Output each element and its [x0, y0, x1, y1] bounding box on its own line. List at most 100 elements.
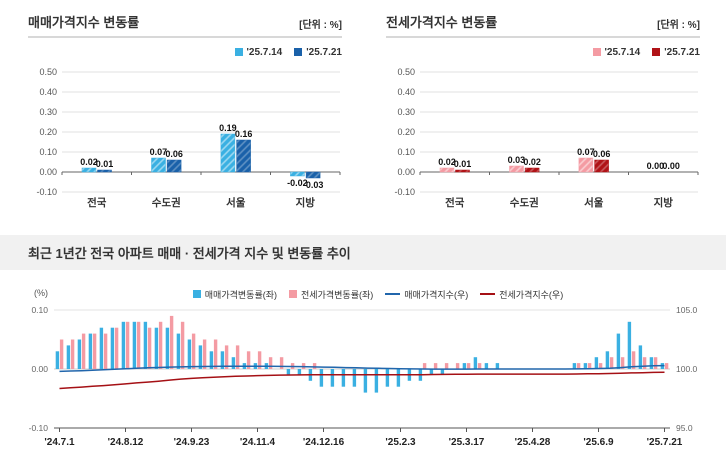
- axis-ticks: [61, 172, 341, 175]
- category-label: 전국: [445, 196, 465, 209]
- trend-legend: 매매가격변동률(좌) 전세가격변동률(좌) 매매가격지수(우) 전세가격지수(우): [70, 288, 686, 300]
- bar-value-label: 0.00: [647, 161, 665, 171]
- legend-item: '25.7.21: [294, 47, 342, 58]
- legend-label: '25.7.14: [246, 46, 283, 58]
- legend-item: '25.7.14: [234, 46, 283, 58]
- svg-text:-0.10: -0.10: [36, 187, 57, 197]
- bar-0-0: [81, 167, 97, 173]
- bar-value-label: -0.03: [303, 180, 324, 190]
- svg-text:'25.3.17: '25.3.17: [449, 437, 485, 448]
- legend-swatch: [192, 290, 201, 298]
- category-label: 수도권: [152, 197, 181, 209]
- bar-1-1: [524, 167, 540, 173]
- bar-value-label: 0.01: [454, 159, 472, 169]
- bar-1-3: [305, 171, 321, 179]
- sales-unit-label: [단위 : %]: [299, 20, 342, 31]
- svg-text:'25.6.9: '25.6.9: [583, 437, 614, 448]
- svg-text:0.00: 0.00: [31, 364, 48, 374]
- svg-text:0.30: 0.30: [397, 107, 415, 117]
- bar-value-label: 0.07: [577, 147, 595, 157]
- svg-text:0.00: 0.00: [39, 167, 57, 177]
- category-label: 서울: [584, 196, 604, 209]
- gridlines: 0.50 0.40 0.30 0.20 0.10 0.00 -0.10: [394, 67, 698, 197]
- bar-1-1: [166, 159, 182, 173]
- svg-text:'24.7.1: '24.7.1: [44, 437, 75, 448]
- bar-0-1: [509, 165, 524, 173]
- legend-label: 전세가격지수(우): [499, 289, 564, 300]
- svg-text:0.10: 0.10: [39, 147, 57, 157]
- bar-1-2: [594, 159, 609, 173]
- legend-line-swatch: [385, 293, 401, 295]
- sales-panel-header: 매매가격지수 변동률 [단위 : %]: [28, 12, 342, 38]
- svg-text:0.50: 0.50: [39, 67, 57, 77]
- category-label: 지방: [654, 196, 674, 209]
- trend-chart-area: (%) 매매가격변동률(좌) 전세가격변동률(좌) 매매가격지수(우) 전세가격지수(…: [0, 270, 726, 455]
- legend-swatch: [289, 290, 298, 298]
- bar-value-label: 0.02: [523, 157, 541, 167]
- svg-text:0.50: 0.50: [397, 67, 415, 77]
- trend-section-band: 최근 1년간 전국 아파트 매매 · 전세가격 지수 및 변동률 추이: [0, 235, 726, 270]
- svg-text:0.40: 0.40: [39, 87, 57, 97]
- jeonse-index-line: [59, 371, 665, 390]
- jeonse-legend: '25.7.14 '25.7.21: [386, 46, 700, 58]
- bar-0-1: [151, 157, 166, 173]
- bar-1-0: [97, 169, 112, 173]
- legend-line-swatch: [480, 293, 496, 295]
- svg-text:0.10: 0.10: [31, 305, 48, 315]
- bar-value-label: 0.00: [662, 161, 680, 171]
- sales-legend: '25.7.14 '25.7.21: [28, 46, 342, 58]
- jeonse-unit-label: [단위 : %]: [657, 20, 700, 31]
- svg-text:105.0: 105.0: [676, 305, 698, 315]
- jeonse-price-panel: 전세가격지수 변동률 [단위 : %] '25.7.14 '25.7.21 0.5…: [386, 12, 700, 225]
- svg-text:'24.11.4: '24.11.4: [240, 437, 276, 448]
- legend-item: 매매가격지수(우): [385, 288, 468, 301]
- svg-text:0.20: 0.20: [39, 127, 57, 137]
- svg-text:-0.10: -0.10: [29, 423, 49, 433]
- svg-text:0.30: 0.30: [39, 107, 57, 117]
- bar-value-label: 0.06: [165, 149, 183, 159]
- bar-value-label: 0.19: [219, 123, 237, 133]
- legend-swatch: [652, 48, 661, 56]
- sales-price-panel: 매매가격지수 변동률 [단위 : %] '25.7.14 '25.7.21 0.5…: [28, 12, 342, 225]
- bar-1-0: [455, 169, 470, 173]
- jeonse-bar-chart: 0.50 0.40 0.30 0.20 0.10 0.00 -0.10 0.02 0.01 전국 0…: [386, 60, 700, 225]
- jeonse-panel-header: 전세가격지수 변동률 [단위 : %]: [386, 12, 700, 38]
- trend-combo-chart: 0.10 0.00 -0.10 105.0 100.0 95.0 '24.7.1 '24.8.…: [10, 300, 726, 455]
- bar-value-label: 0.01: [96, 159, 114, 169]
- legend-label: '25.7.14: [604, 46, 641, 58]
- svg-text:100.0: 100.0: [676, 364, 698, 374]
- svg-text:'24.12.16: '24.12.16: [303, 437, 345, 448]
- bar-value-label: -0.02: [287, 178, 308, 188]
- bar-value-label: 0.02: [438, 157, 456, 167]
- jeonse-panel-title: 전세가격지수 변동률: [386, 15, 498, 30]
- trend-section-title: 최근 1년간 전국 아파트 매매 · 전세가격 지수 및 변동률 추이: [28, 246, 351, 261]
- legend-item: '25.7.14: [592, 46, 641, 58]
- legend-swatch: [294, 48, 303, 56]
- svg-text:0.10: 0.10: [397, 147, 415, 157]
- sales-bar-chart: 0.50 0.40 0.30 0.20 0.10 0.00 -0.10 0.02 0.01 전국 0…: [28, 60, 342, 225]
- svg-text:'24.8.12: '24.8.12: [108, 437, 144, 448]
- svg-text:95.0: 95.0: [676, 423, 693, 433]
- combo-chart-svg: 0.10 0.00 -0.10 105.0 100.0 95.0 '24.7.1 '24.8.…: [29, 305, 698, 448]
- legend-label: '25.7.21: [664, 46, 700, 58]
- svg-text:0.20: 0.20: [397, 127, 415, 137]
- svg-text:0.40: 0.40: [397, 87, 415, 97]
- svg-text:'24.9.23: '24.9.23: [174, 437, 210, 448]
- category-label: 수도권: [510, 197, 539, 209]
- legend-item: '25.7.21: [652, 47, 700, 58]
- svg-text:'25.2.3: '25.2.3: [385, 437, 416, 448]
- category-label: 지방: [296, 196, 316, 209]
- svg-text:'25.4.28: '25.4.28: [515, 437, 551, 448]
- trend-header: (%) 매매가격변동률(좌) 전세가격변동률(좌) 매매가격지수(우) 전세가격지수(…: [10, 278, 726, 300]
- category-label: 전국: [87, 196, 107, 209]
- left-axis-unit-label: (%): [34, 288, 48, 298]
- bar-0-2: [220, 133, 236, 173]
- bar-0-2: [578, 157, 594, 173]
- bar-chart-svg: 0.500.400.300.200.100.00-0.100.020.01전국0…: [394, 67, 699, 209]
- category-label: 서울: [226, 196, 246, 209]
- gridlines: 0.50 0.40 0.30 0.20 0.10 0.00 -0.10: [36, 67, 340, 197]
- legend-item: 매매가격변동률(좌): [192, 288, 277, 301]
- legend-label: 매매가격지수(우): [404, 289, 469, 300]
- bar-value-label: 0.02: [80, 157, 98, 167]
